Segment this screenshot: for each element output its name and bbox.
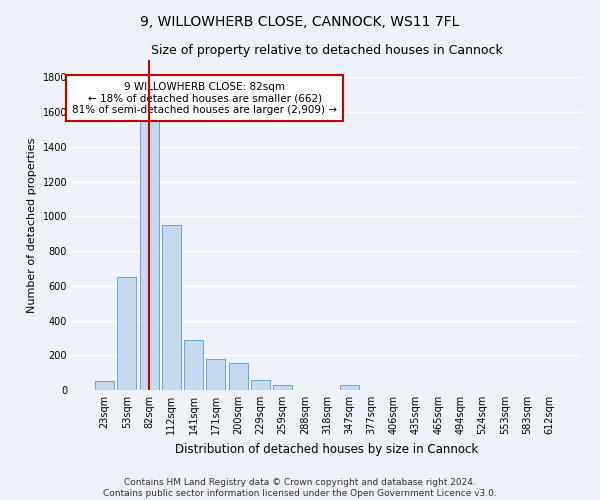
Bar xyxy=(162,225,181,390)
Bar xyxy=(273,385,292,390)
Bar xyxy=(206,358,225,390)
X-axis label: Distribution of detached houses by size in Cannock: Distribution of detached houses by size … xyxy=(175,442,479,456)
Text: 9 WILLOWHERB CLOSE: 82sqm
← 18% of detached houses are smaller (662)
81% of semi: 9 WILLOWHERB CLOSE: 82sqm ← 18% of detac… xyxy=(72,82,337,115)
Y-axis label: Number of detached properties: Number of detached properties xyxy=(27,138,37,312)
Bar xyxy=(251,380,270,390)
Bar xyxy=(340,385,359,390)
Text: Contains HM Land Registry data © Crown copyright and database right 2024.
Contai: Contains HM Land Registry data © Crown c… xyxy=(103,478,497,498)
Bar xyxy=(118,277,136,390)
Text: 9, WILLOWHERB CLOSE, CANNOCK, WS11 7FL: 9, WILLOWHERB CLOSE, CANNOCK, WS11 7FL xyxy=(140,15,460,29)
Title: Size of property relative to detached houses in Cannock: Size of property relative to detached ho… xyxy=(151,44,503,58)
Bar xyxy=(184,340,203,390)
Bar xyxy=(95,382,114,390)
Bar xyxy=(229,363,248,390)
Bar xyxy=(140,121,158,390)
